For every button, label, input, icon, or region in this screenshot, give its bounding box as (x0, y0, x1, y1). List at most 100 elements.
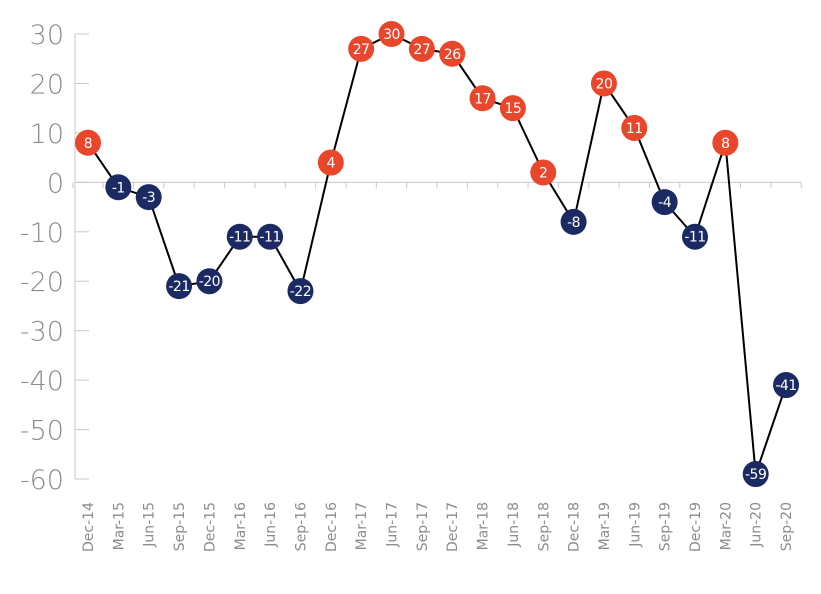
data-point-marker (530, 159, 557, 186)
x-tick-label: Mar-16 (233, 502, 249, 550)
data-point-marker (621, 114, 648, 141)
x-tick-label: Jun-19 (627, 502, 643, 548)
data-label: 8 (84, 136, 92, 152)
data-point-marker (166, 273, 193, 300)
data-point: -41 (773, 372, 800, 399)
data-label: -20 (199, 274, 220, 290)
data-point: -11 (682, 223, 708, 250)
data-label: 2 (539, 165, 547, 181)
data-point-marker (560, 208, 587, 235)
x-tick-label: Sep-16 (293, 502, 309, 551)
data-point-marker (75, 129, 101, 156)
data-point-marker (773, 372, 800, 399)
data-label: -1 (112, 180, 125, 196)
y-tick-label: -60 (20, 465, 64, 496)
x-tick-label: Jun-15 (142, 502, 158, 548)
axes (72, 34, 802, 479)
data-label: 27 (413, 42, 430, 58)
x-tick-label: Mar-18 (476, 502, 492, 550)
data-label: 11 (626, 121, 643, 137)
data-point-marker (682, 223, 708, 250)
data-point-marker (742, 461, 769, 488)
data-label: 20 (596, 76, 613, 92)
data-label: -41 (775, 378, 796, 394)
x-tick-label: Sep-19 (658, 502, 674, 551)
y-tick-label: -30 (20, 317, 64, 348)
x-tick-label: Jun-18 (506, 502, 522, 548)
data-point: 8 (75, 129, 101, 156)
data-label: -59 (745, 467, 766, 483)
x-tick-label: Jun-20 (749, 502, 765, 548)
x-tick-label: Mar-19 (597, 502, 613, 550)
data-point-marker (712, 129, 739, 156)
data-point: -8 (560, 208, 587, 235)
data-point-marker (348, 35, 375, 62)
y-tick-label: 20 (30, 69, 64, 100)
data-label: 26 (444, 47, 461, 63)
data-point-marker (439, 40, 466, 67)
data-point: 30 (378, 21, 405, 47)
data-point: -11 (257, 223, 284, 250)
data-label: -4 (658, 195, 672, 211)
data-point-marker (590, 70, 617, 97)
data-point-marker (135, 184, 162, 211)
data-label: -11 (229, 230, 250, 246)
data-point-marker (257, 223, 284, 250)
x-tick-label: Sep-17 (415, 502, 431, 551)
y-tick-label: 30 (30, 20, 64, 51)
data-point: 11 (621, 114, 648, 141)
data-label: 27 (353, 42, 370, 58)
data-label: 30 (383, 27, 400, 43)
data-point: 4 (317, 149, 344, 176)
data-label: -8 (567, 215, 580, 231)
y-tick-label: -50 (20, 416, 64, 447)
x-tick-label: Dec-18 (567, 502, 583, 552)
data-point-marker (317, 149, 344, 176)
series-line (87, 32, 788, 475)
data-point: 27 (348, 35, 375, 62)
data-label: 4 (327, 156, 336, 172)
x-tick-label: Dec-16 (324, 502, 340, 552)
data-point: -59 (742, 461, 769, 488)
data-point: -4 (651, 189, 678, 216)
x-tick-label: Dec-14 (81, 502, 97, 552)
y-tick-label: 10 (30, 119, 64, 150)
data-point: 8 (712, 129, 739, 156)
x-tick-label: Sep-18 (536, 502, 552, 551)
data-point: 20 (590, 70, 617, 97)
data-label: 8 (721, 136, 729, 152)
x-tick-label: Sep-15 (172, 502, 188, 551)
y-tick-label: -20 (20, 267, 64, 298)
data-point-marker (105, 174, 132, 201)
x-tick-label: Sep-20 (779, 502, 795, 551)
x-tick-label: Mar-17 (354, 502, 370, 550)
data-point: -22 (287, 278, 314, 305)
x-tick-label: Dec-19 (688, 502, 704, 552)
x-tick-label: Jun-17 (385, 502, 401, 548)
data-point: -20 (196, 268, 223, 295)
markers: 8 -1 -3 -21 -20 -11 -11 -22 4 27 30 27 26 17 15 2 -8 20 11… (75, 21, 800, 488)
data-point: -21 (166, 273, 193, 300)
data-point-marker (469, 85, 496, 112)
data-label: -11 (259, 230, 280, 246)
data-point: -1 (105, 174, 132, 201)
data-label: -3 (142, 190, 155, 206)
x-tick-label: Dec-15 (202, 502, 218, 552)
y-axis-ticks: 30 20 10 0 -10 -20 -30 -40 -50 -60 (20, 20, 89, 496)
x-tick-label: Jun-16 (263, 502, 279, 548)
x-tick-label: Mar-20 (718, 502, 734, 550)
data-label: 15 (504, 101, 521, 117)
y-tick-label: 0 (47, 168, 64, 199)
data-label: -11 (684, 230, 705, 246)
x-axis-ticks: Dec-14 Mar-15 Jun-15 Sep-15 Dec-15 Mar-16 Jun-… (81, 502, 795, 552)
data-point-marker (499, 95, 526, 122)
data-point-marker (287, 278, 314, 305)
data-point: -11 (226, 223, 253, 250)
data-point: -3 (135, 184, 162, 211)
data-label: -21 (168, 279, 189, 295)
data-point-marker (226, 223, 253, 250)
data-point: 17 (469, 85, 496, 112)
data-label: 17 (474, 91, 491, 107)
